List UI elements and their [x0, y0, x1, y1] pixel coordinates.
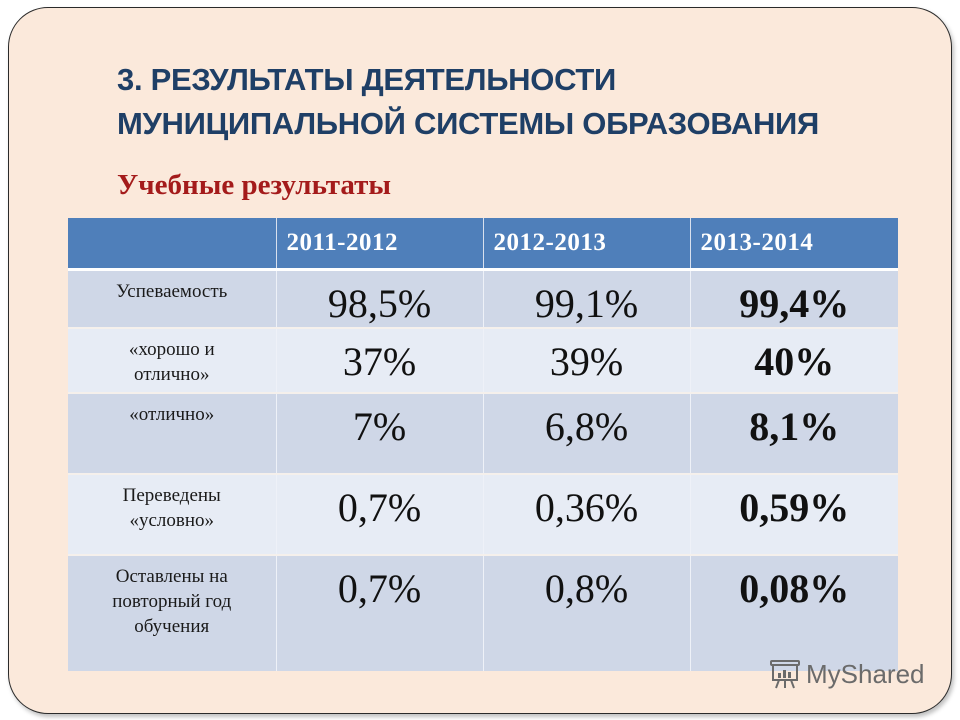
- header-2012-2013: 2012-2013: [482, 218, 690, 270]
- value-cell: 8,1%: [689, 393, 898, 474]
- row-label: Успеваемость: [68, 269, 276, 328]
- value-cell: 0,8%: [482, 555, 690, 671]
- value-cell: 99,4%: [689, 269, 898, 328]
- value-cell: 0,7%: [275, 555, 483, 671]
- row-label: «хорошо и отлично»: [68, 328, 276, 393]
- value-cell: 0,08%: [689, 555, 898, 671]
- value-cell: 37%: [275, 328, 483, 393]
- value-cell: 0,7%: [275, 474, 483, 555]
- header-empty: [68, 218, 276, 270]
- table-row: «хорошо и отлично» 37% 39% 40%: [68, 328, 898, 393]
- table-row: «отлично» 7% 6,8% 8,1%: [68, 393, 898, 474]
- value-cell: 40%: [689, 328, 898, 393]
- slide-title: 3. РЕЗУЛЬТАТЫ ДЕЯТЕЛЬНОСТИ МУНИЦИПАЛЬНОЙ…: [117, 58, 937, 146]
- value-cell: 6,8%: [482, 393, 690, 474]
- presentation-board-icon: [768, 658, 802, 690]
- table-row: Оставлены на повторный год обучения 0,7%…: [68, 555, 898, 671]
- header-2013-2014: 2013-2014: [689, 218, 898, 270]
- header-row: 2011-2012 2012-2013 2013-2014: [68, 218, 898, 270]
- value-cell: 0,36%: [482, 474, 690, 555]
- row-label: Оставлены на повторный год обучения: [68, 555, 276, 671]
- row-label: Переведены «условно»: [68, 474, 276, 555]
- results-table: 2011-2012 2012-2013 2013-2014 Успеваемос…: [68, 218, 898, 671]
- watermark: MyShared: [768, 658, 925, 690]
- table-row: Успеваемость 98,5% 99,1% 99,4%: [68, 269, 898, 328]
- table-row: Переведены «условно» 0,7% 0,36% 0,59%: [68, 474, 898, 555]
- header-2011-2012: 2011-2012: [275, 218, 483, 270]
- value-cell: 39%: [482, 328, 690, 393]
- slide-subtitle: Учебные результаты: [117, 169, 392, 201]
- value-cell: 7%: [275, 393, 483, 474]
- value-cell: 0,59%: [689, 474, 898, 555]
- value-cell: 98,5%: [275, 269, 483, 328]
- title-line-2: МУНИЦИПАЛЬНОЙ СИСТЕМЫ ОБРАЗОВАНИЯ: [117, 106, 819, 141]
- watermark-text: MyShared: [806, 658, 925, 689]
- row-label: «отлично»: [68, 393, 276, 474]
- title-line-1: 3. РЕЗУЛЬТАТЫ ДЕЯТЕЛЬНОСТИ: [117, 62, 617, 97]
- value-cell: 99,1%: [482, 269, 690, 328]
